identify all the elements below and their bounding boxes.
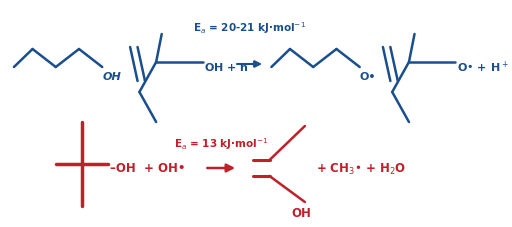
Text: OH: OH — [291, 206, 311, 219]
Text: O• + H$^+$: O• + H$^+$ — [457, 59, 509, 74]
Text: OH + h$^+$: OH + h$^+$ — [204, 59, 258, 74]
Text: E$_a$ = 13 kJ·mol$^{-1}$: E$_a$ = 13 kJ·mol$^{-1}$ — [174, 135, 268, 151]
Text: O•: O• — [360, 72, 376, 82]
Text: E$_a$ = 20-21 kJ·mol$^{-1}$: E$_a$ = 20-21 kJ·mol$^{-1}$ — [193, 20, 306, 36]
Text: OH: OH — [102, 72, 121, 82]
Text: –OH  + OH•: –OH + OH• — [110, 162, 185, 175]
Text: + CH$_3$• + H$_2$O: + CH$_3$• + H$_2$O — [316, 161, 406, 176]
